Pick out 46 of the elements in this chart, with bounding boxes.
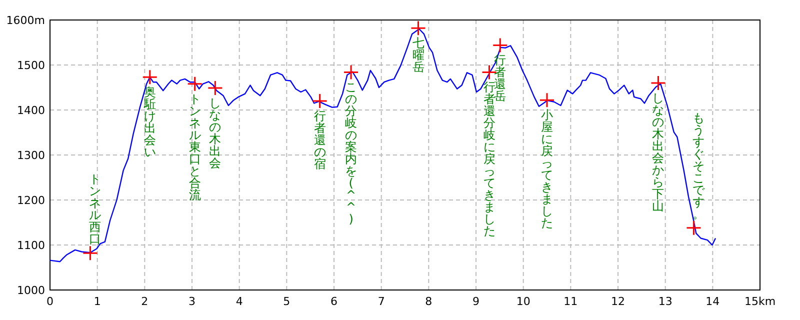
y-tick-label: 1500	[17, 59, 45, 72]
x-tick-label: 15km	[744, 295, 776, 308]
point	[82, 245, 98, 261]
point	[686, 220, 702, 236]
point	[650, 75, 666, 91]
x-tick-label: 7	[378, 295, 385, 308]
annotation: トンネル西口	[89, 172, 102, 246]
annotation: 奥駈け出会い	[142, 85, 156, 160]
x-tick-label: 4	[236, 295, 243, 308]
point	[343, 64, 359, 80]
point	[142, 69, 158, 85]
point	[207, 80, 223, 96]
x-tick-label: 9	[472, 295, 480, 308]
text: トンネル東口と合流	[188, 92, 201, 202]
x-tick-label: 8	[425, 295, 432, 308]
x-tick-label: 2	[141, 295, 148, 308]
point	[539, 92, 555, 108]
point	[187, 76, 203, 92]
x-tick-label: 1	[94, 295, 101, 308]
x-tick-label: 14	[706, 295, 720, 308]
annotation: 行者還の宿	[314, 109, 326, 171]
y-tick-label: 1100	[17, 239, 45, 252]
line-series	[49, 28, 716, 262]
x-tick-label: 5	[283, 295, 290, 308]
y-tick-label: 1200	[17, 194, 45, 207]
y-tick-label: 1400	[17, 104, 45, 117]
y-tick-label: 1000	[17, 284, 45, 297]
annotation: 七曜岳	[412, 36, 424, 74]
x-tick-label: 12	[611, 295, 625, 308]
annotation: しなの木出会	[209, 96, 222, 170]
x-tick-label: 0	[46, 295, 54, 308]
x-tick-label: 13	[658, 295, 672, 308]
x-tick-label: 6	[330, 295, 338, 308]
text: 小屋に戻ってきました	[541, 108, 553, 230]
x-tick-label: 10	[516, 295, 530, 308]
x-tick-label: 11	[564, 295, 578, 308]
y-tick-label: 1300	[17, 149, 45, 162]
point	[492, 37, 508, 53]
point	[410, 20, 426, 36]
text: この分岐の案内を(^^)	[345, 80, 358, 226]
text: 行者還分岐に戻ってきました	[483, 80, 496, 238]
text: しなの木出会から下山	[652, 91, 664, 213]
text: もうすぐそこです。	[692, 110, 705, 221]
point	[312, 93, 328, 109]
y-tick-label: 1600m	[6, 14, 45, 27]
x-tick-label: 3	[188, 295, 196, 308]
